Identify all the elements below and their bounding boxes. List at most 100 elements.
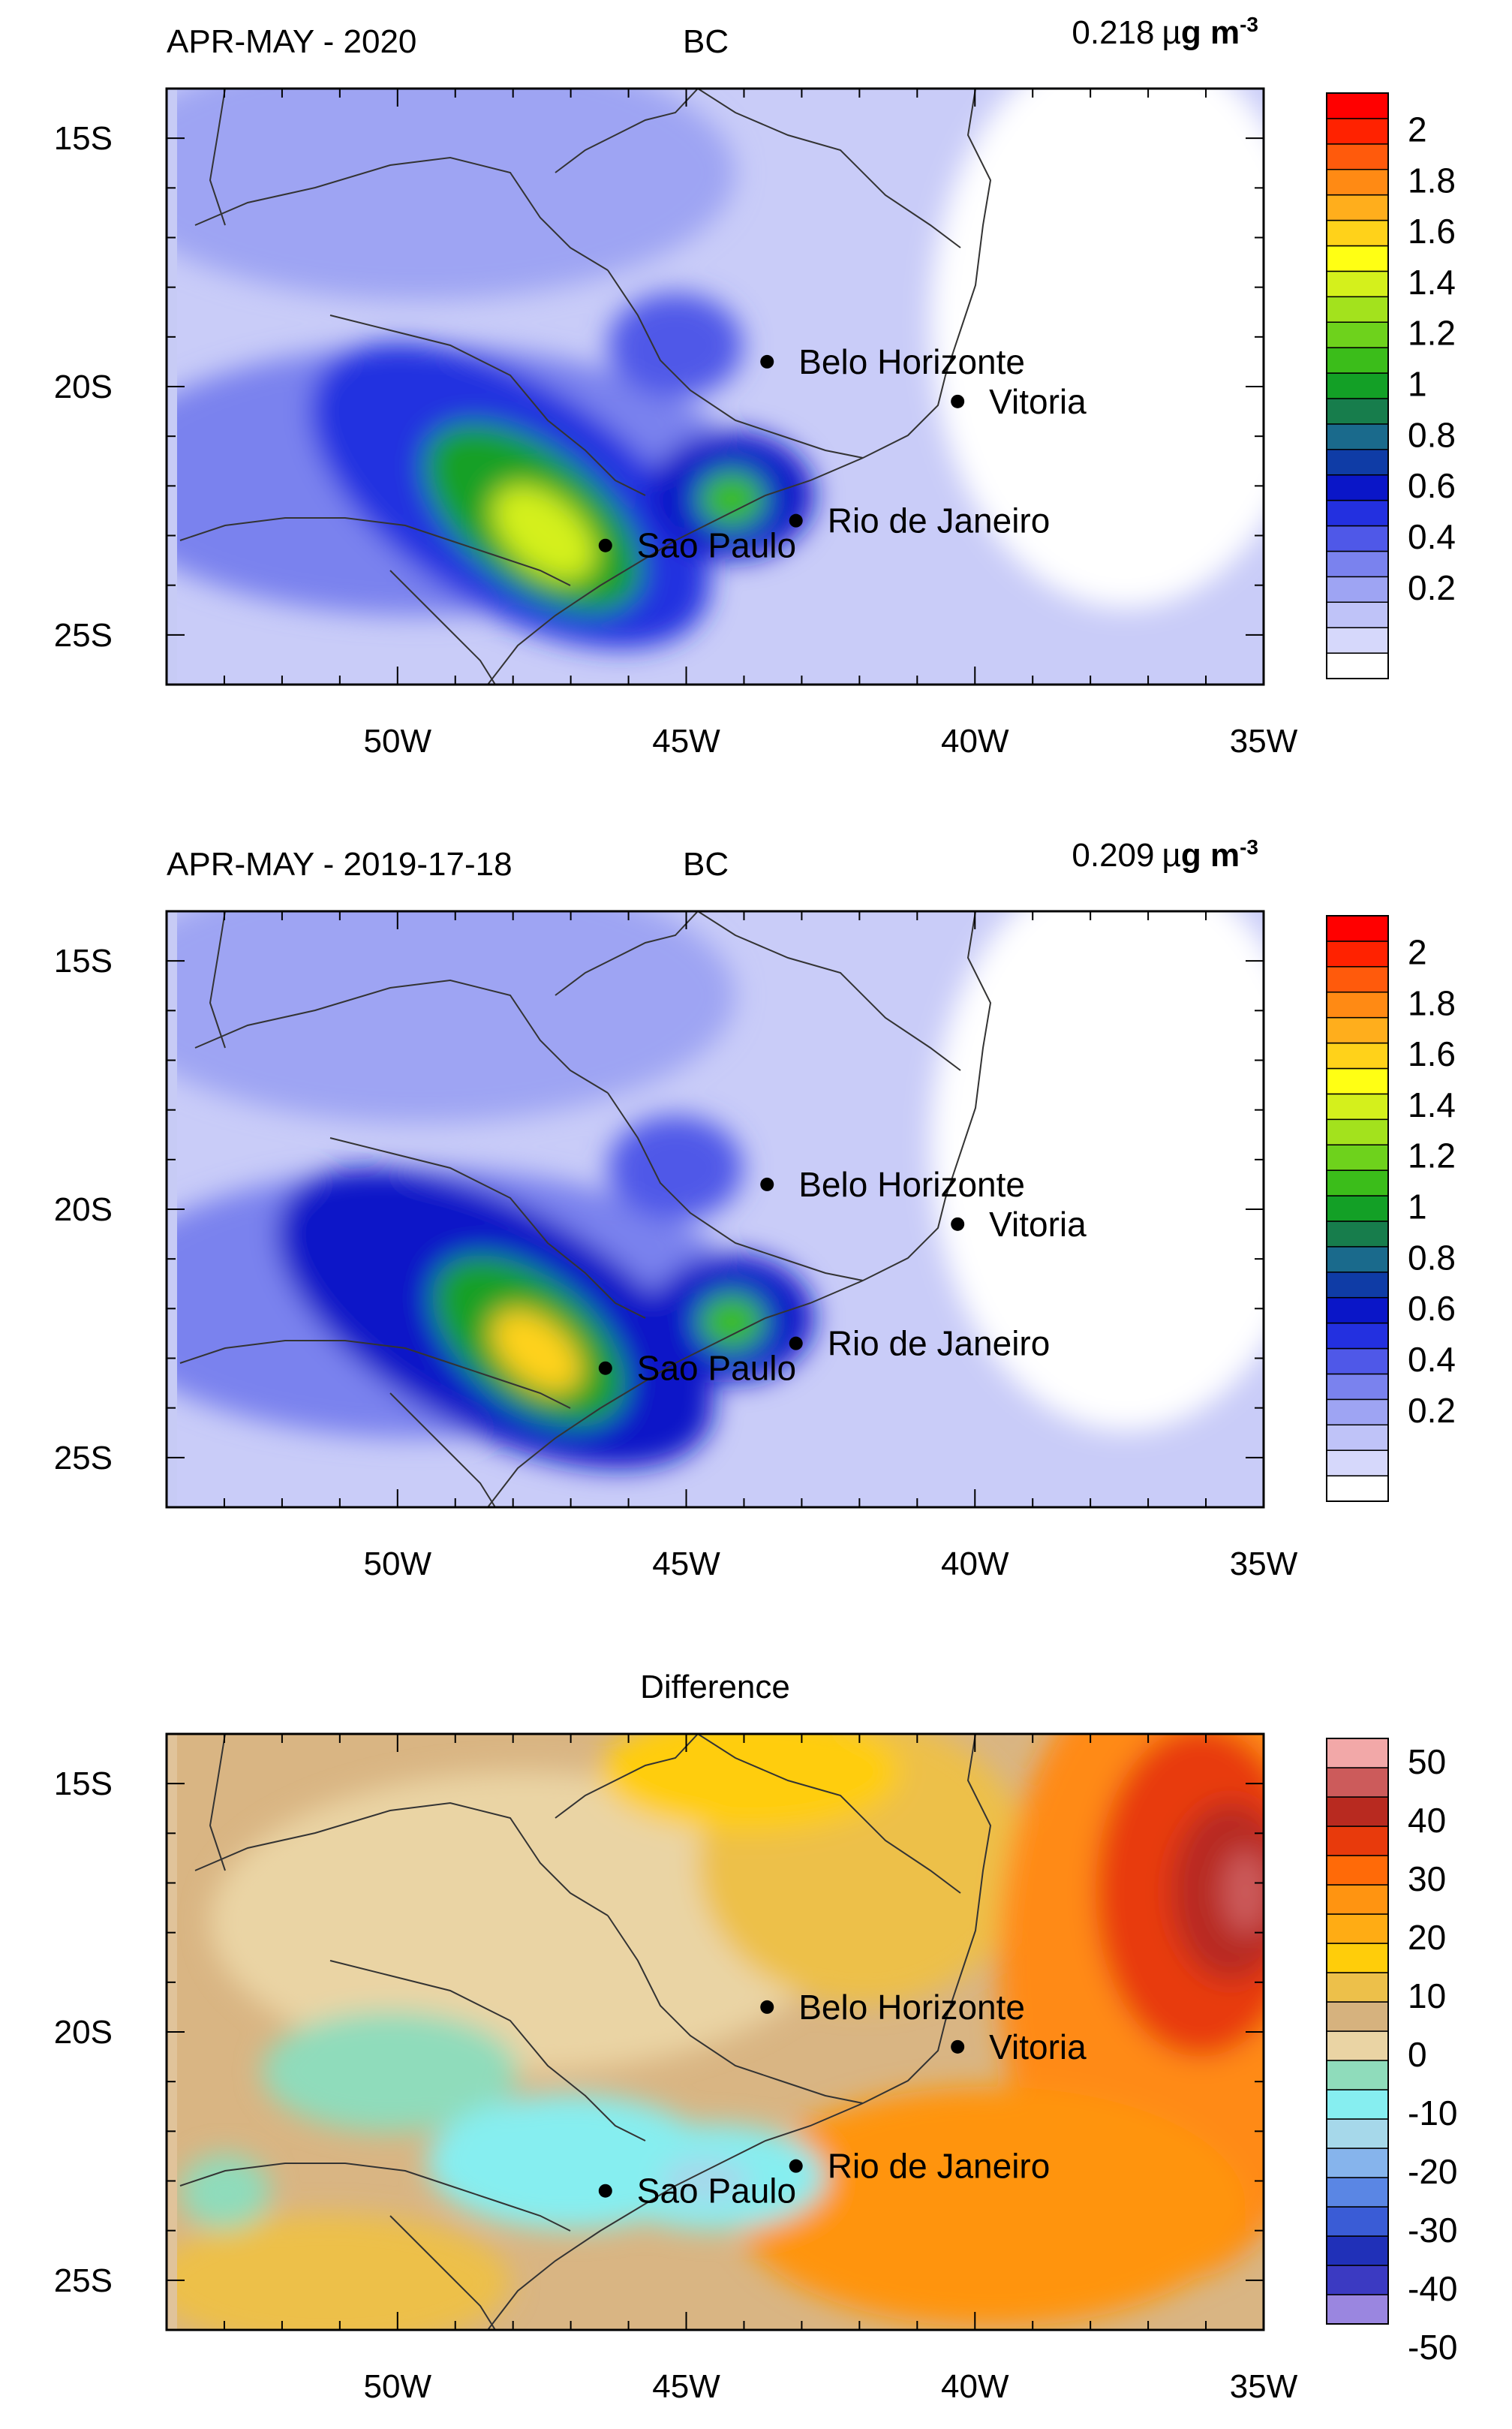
- field-blob-north: [167, 911, 735, 1123]
- state-border-4: [329, 1960, 646, 2142]
- state-border-3: [607, 1915, 864, 2104]
- panel-mean-value: 0.218 µg m-3: [1072, 13, 1258, 51]
- colorbar-swatch: [1326, 2060, 1389, 2090]
- state-border-1: [697, 911, 961, 1071]
- colorbar-swatch: [1326, 92, 1389, 119]
- unit-mu: µ: [1162, 837, 1181, 874]
- city-marker: [598, 538, 612, 552]
- field-blob-rio-inner: [698, 1293, 765, 1350]
- colorbar-label: -20: [1408, 2152, 1457, 2191]
- field-blob-sp-inner: [492, 485, 596, 581]
- axis-ticks: 50W 45W 40W 35W 15S 20S 25S: [54, 910, 1298, 1582]
- colorbar-label: 0.8: [1408, 415, 1456, 454]
- y-tick-label: 15S: [54, 1765, 113, 1802]
- colorbar-swatch: [1326, 270, 1389, 298]
- colorbar-label: 1.2: [1408, 314, 1456, 353]
- colorbar-label: 10: [1408, 1976, 1446, 2015]
- colorbar-label: -10: [1408, 2093, 1457, 2133]
- colorbar-swatch: [1326, 550, 1389, 578]
- axis-ticks: 50W 45W 40W 35W 15S 20S 25S: [54, 88, 1298, 760]
- colorbar-label: 2: [1408, 110, 1427, 149]
- x-tick-label: 45W: [652, 1546, 720, 1582]
- colorbar-label: 1: [1408, 1187, 1427, 1227]
- panel-left-title: APR-MAY - 2019-17-18: [167, 846, 513, 883]
- colorbar-swatch: [1326, 1322, 1389, 1350]
- unit-exponent: -3: [1240, 835, 1258, 859]
- colorbar-label: 0.2: [1408, 1391, 1456, 1430]
- field-blob-bh: [608, 1115, 743, 1221]
- panel-apr-may-2020: APR-MAY - 2020 BC 0.218 µg m-3: [54, 13, 1456, 760]
- colorbar-swatch: [1326, 1169, 1389, 1196]
- mean-value-number: 0.209: [1072, 837, 1154, 874]
- coastline-and-borders: [179, 1734, 992, 2330]
- field-blob-rio-inner: [698, 471, 765, 528]
- state-border-2: [194, 156, 609, 271]
- colorbar-swatch: [1326, 1913, 1389, 1944]
- panel-left-title: APR-MAY - 2020: [167, 23, 416, 60]
- colorbar-label: 1.4: [1408, 1085, 1456, 1124]
- colorbar-swatch: [1326, 1246, 1389, 1273]
- colorbar-swatch: [1326, 347, 1389, 374]
- x-tick-label: 35W: [1230, 1546, 1298, 1582]
- y-tick-label: 20S: [54, 369, 113, 405]
- city-marker: [951, 1217, 965, 1231]
- colorbar-swatch: [1326, 1016, 1389, 1044]
- state-border-6: [209, 911, 226, 1049]
- field-blob-sp-inner: [491, 1309, 582, 1393]
- field-blob-cyan-core: [660, 2158, 750, 2203]
- colorbar-swatch: [1326, 991, 1389, 1019]
- y-tick-label: 25S: [54, 1440, 113, 1476]
- x-tick-label: 40W: [941, 1546, 1009, 1582]
- colorbar-label: -40: [1408, 2269, 1457, 2308]
- state-border-1: [697, 1734, 961, 1894]
- colorbar-frame: [1326, 1738, 1389, 2325]
- colorbar-label: 1.6: [1408, 212, 1456, 251]
- colorbar-swatch: [1326, 576, 1389, 603]
- mean-value-number: 0.218: [1072, 14, 1154, 51]
- y-tick-label: 15S: [54, 120, 113, 157]
- colorbar-swatch: [1326, 245, 1389, 272]
- state-border-7: [555, 1734, 699, 1819]
- colorbar-swatch: [1326, 966, 1389, 993]
- colorbar-swatch: [1326, 525, 1389, 552]
- colorbar-label: 1.4: [1408, 263, 1456, 302]
- colorbar-swatch: [1326, 1144, 1389, 1171]
- x-tick-label: 40W: [941, 723, 1009, 760]
- city-marker: [760, 1177, 774, 1191]
- colorbar-label: 1.6: [1408, 1034, 1456, 1073]
- field-blob-bh: [608, 293, 743, 398]
- colorbar-swatch: [1326, 915, 1389, 942]
- colorbar-swatch: [1326, 423, 1389, 450]
- colorbar-label: 0.2: [1408, 568, 1456, 607]
- colorbar-swatch: [1326, 2089, 1389, 2120]
- x-tick-label: 45W: [652, 723, 720, 760]
- state-border-5: [179, 1340, 571, 1409]
- y-tick-label: 15S: [54, 943, 113, 980]
- colorbar-swatch: [1326, 1972, 1389, 2003]
- city-label: Vitoria: [989, 2027, 1087, 2066]
- unit-mu: µ: [1162, 14, 1181, 51]
- y-tick-label: 25S: [54, 617, 113, 654]
- colorbar-label: 20: [1408, 1918, 1446, 1957]
- colorbar-swatch: [1326, 2235, 1389, 2266]
- x-tick-label: 50W: [364, 1546, 432, 1582]
- unit-g: g m: [1181, 837, 1240, 874]
- colorbar-swatch: [1326, 499, 1389, 527]
- colorbar-label: 0.6: [1408, 1289, 1456, 1328]
- city-marker: [789, 1336, 803, 1350]
- city-label: Sao Paulo: [637, 526, 796, 565]
- colorbar-swatch: [1326, 449, 1389, 476]
- colorbar-swatch: [1326, 1296, 1389, 1324]
- colorbar-swatch: [1326, 1884, 1389, 1915]
- colorbar-swatch: [1326, 474, 1389, 501]
- colorbar-swatch: [1326, 168, 1389, 196]
- state-border-7: [555, 911, 699, 996]
- city-label: Rio de Janeiro: [828, 2147, 1051, 2186]
- contour-field: [167, 911, 1264, 1469]
- state-border-6: [209, 89, 226, 226]
- colorbar: 2 1.8 1.6 1.4 1.2 1 0.8 0.6 0.4 0.2: [1326, 915, 1456, 1502]
